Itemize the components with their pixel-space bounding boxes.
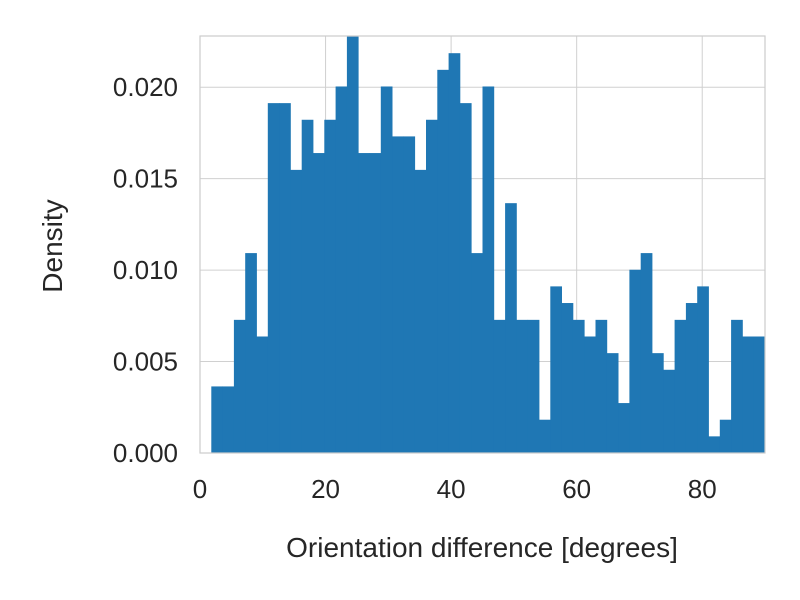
histogram-bar — [335, 86, 348, 454]
y-tick-label: 0.010 — [113, 255, 178, 285]
histogram-bar — [550, 286, 562, 453]
histogram-bar — [426, 119, 438, 453]
histogram-bar — [222, 386, 235, 453]
histogram-bar — [719, 419, 732, 453]
histogram-bar — [731, 319, 743, 453]
histogram-bar — [697, 286, 709, 453]
x-tick-labels: 0 20 40 60 80 — [193, 474, 717, 504]
histogram-bar — [493, 319, 506, 453]
histogram-bar — [640, 253, 653, 453]
x-tick-label: 0 — [193, 474, 207, 504]
histogram-bar — [471, 253, 483, 453]
histogram-bar — [245, 253, 257, 453]
histogram-bar — [482, 86, 495, 454]
histogram-bar — [652, 353, 664, 453]
plot-frame — [199, 35, 766, 454]
histogram-bar — [539, 419, 551, 453]
histogram-bar — [233, 319, 246, 453]
histogram-bar — [561, 303, 574, 453]
histogram-bar — [414, 169, 427, 453]
histogram-bar — [527, 319, 540, 453]
histogram-bar — [403, 136, 416, 453]
histogram-bar — [572, 319, 585, 453]
x-tick-label: 20 — [311, 474, 340, 504]
y-tick-label: 0.000 — [113, 438, 178, 468]
y-tick-labels: 0.000 0.005 0.010 0.015 0.020 — [113, 72, 178, 468]
histogram-bar — [313, 153, 325, 454]
y-tick-label: 0.015 — [113, 164, 178, 194]
histogram-bar — [324, 119, 336, 453]
histogram-bar — [606, 353, 619, 453]
histogram-bar — [380, 86, 393, 454]
histogram-bar — [595, 319, 608, 453]
x-tick-label: 40 — [437, 474, 466, 504]
histogram-bar — [267, 103, 280, 453]
histogram-bar — [290, 169, 303, 453]
histogram-bar — [505, 203, 517, 453]
histogram-bar — [256, 336, 269, 453]
histogram-bar — [448, 53, 461, 453]
histogram-bar — [674, 319, 687, 453]
histogram-bar — [685, 303, 698, 453]
histogram-bar — [459, 103, 472, 453]
histogram-bar — [618, 403, 630, 453]
y-axis-label: Density — [37, 199, 68, 292]
histogram-bar — [369, 153, 382, 454]
histogram-bar — [516, 319, 529, 453]
x-tick-label: 60 — [562, 474, 591, 504]
histogram-bar — [742, 336, 755, 453]
histogram-bar — [584, 336, 596, 453]
histogram-bars — [211, 36, 766, 454]
histogram-bar — [629, 269, 642, 453]
x-axis-label: Orientation difference [degrees] — [286, 532, 678, 563]
y-tick-label: 0.005 — [113, 347, 178, 377]
histogram-bar — [663, 369, 675, 453]
histogram-bar — [346, 36, 359, 454]
histogram-bar — [211, 386, 223, 453]
histogram-bar — [301, 119, 314, 453]
histogram-bar — [358, 153, 370, 454]
histogram-bar — [708, 436, 721, 453]
y-tick-label: 0.020 — [113, 72, 178, 102]
x-tick-label: 80 — [688, 474, 717, 504]
histogram-bar — [392, 136, 404, 453]
histogram-bar — [279, 103, 291, 453]
histogram-bar — [437, 69, 449, 454]
histogram-bar — [753, 336, 766, 453]
